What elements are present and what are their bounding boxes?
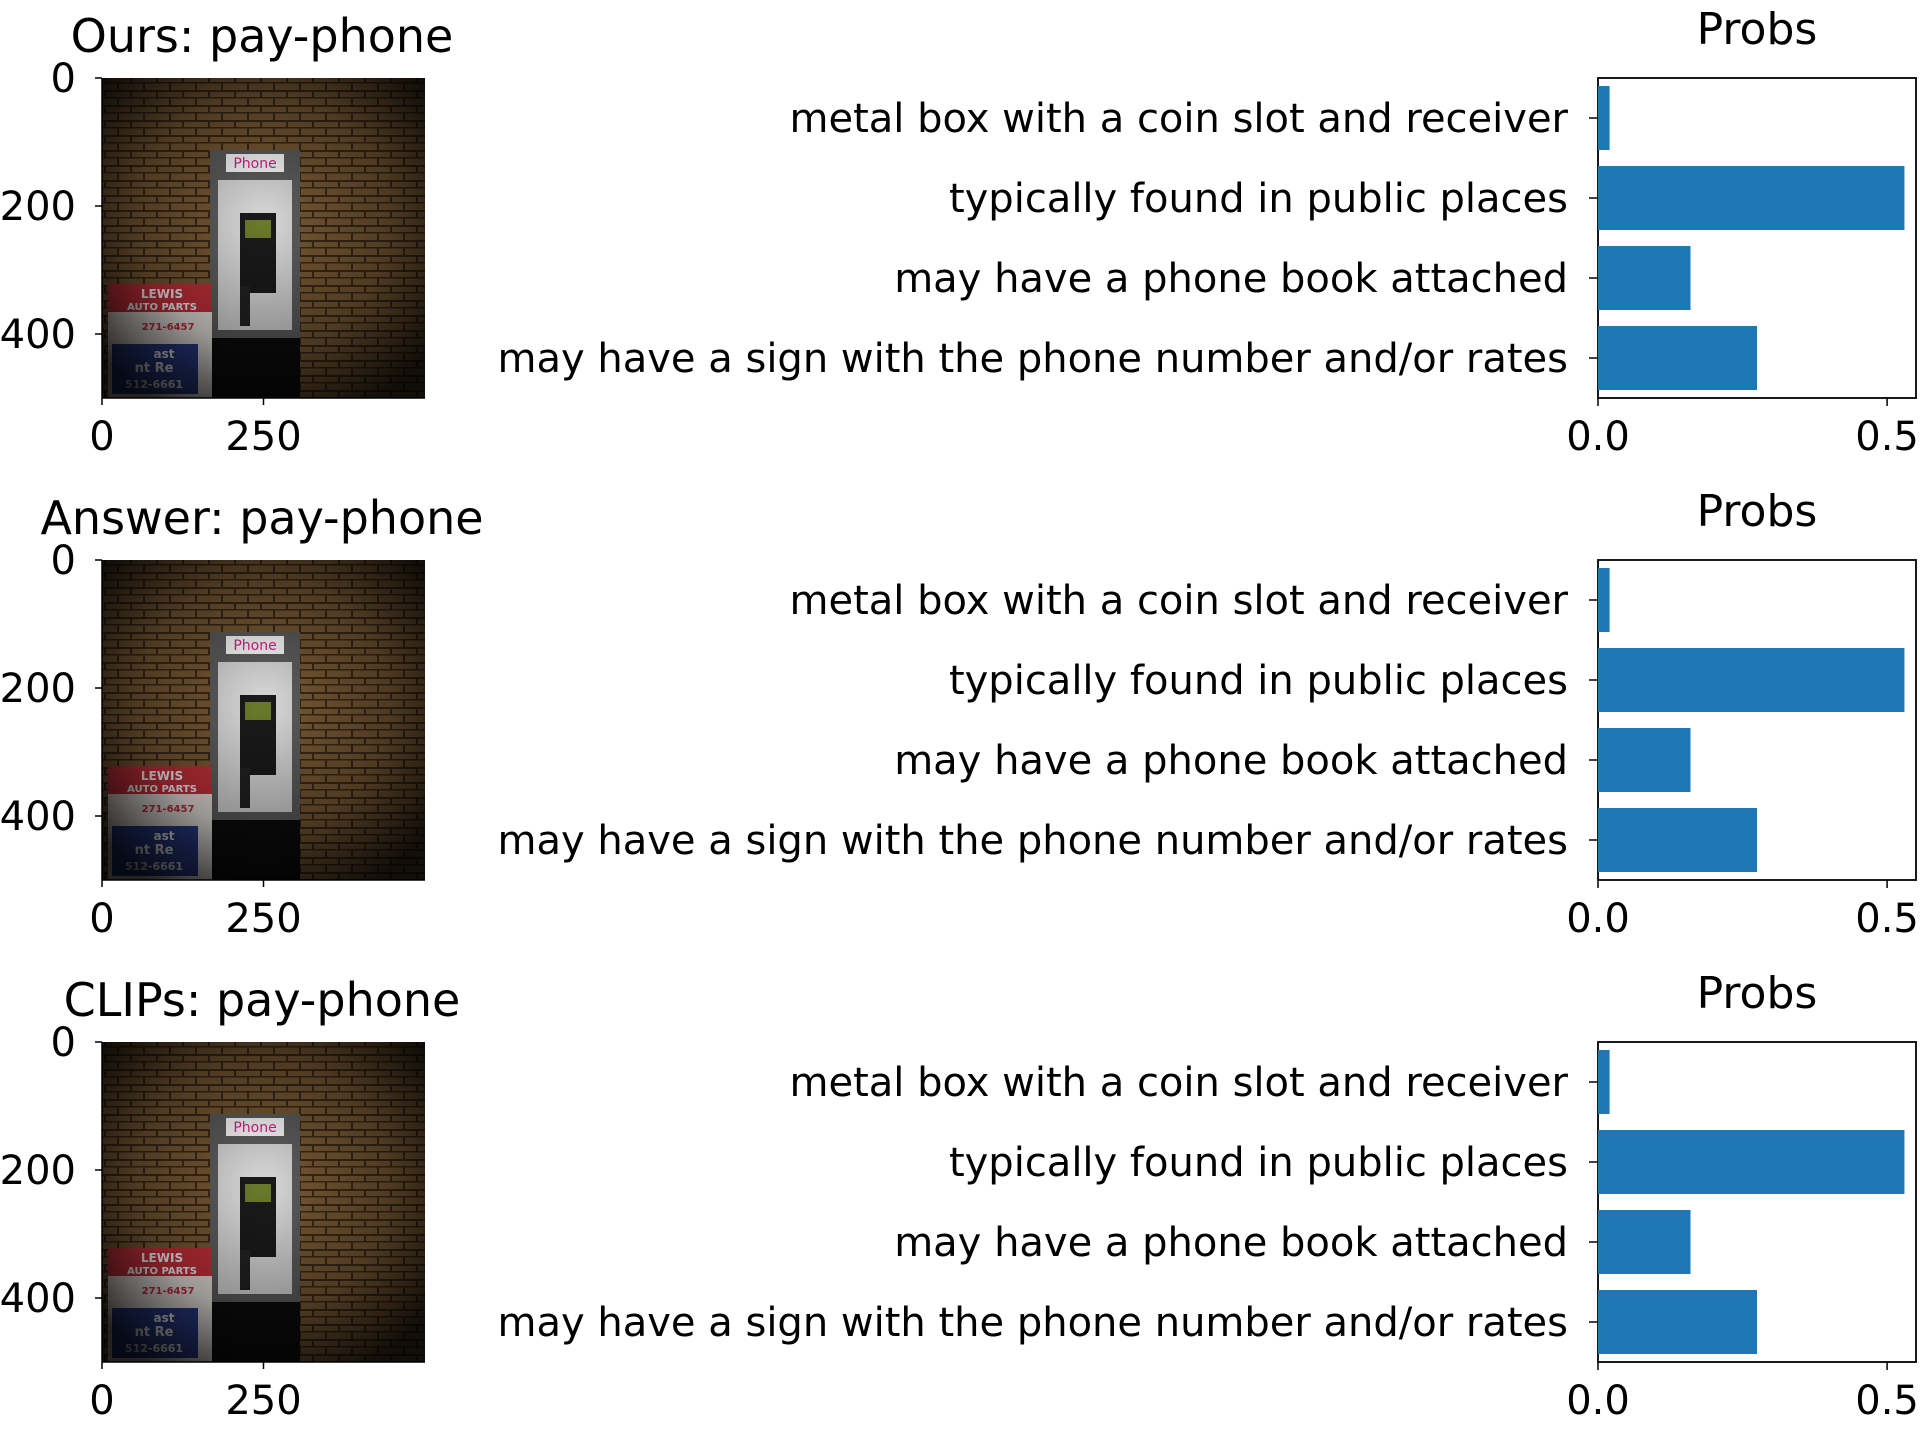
image-y-tick-label: 0 [51,56,76,102]
payphone-photo: PhoneLEWISAUTO PARTS271-6457astnt Re512-… [102,78,425,398]
photo-vignette [102,1042,425,1362]
bar [1598,568,1610,632]
bar-category-label: may have a phone book attached [894,738,1568,784]
image-y-tick-label: 400 [0,794,76,840]
bar-category-label: may have a sign with the phone number an… [498,336,1568,382]
bar [1598,86,1610,150]
payphone-photo: PhoneLEWISAUTO PARTS271-6457astnt Re512-… [102,1042,425,1362]
image-y-tick-label: 200 [0,184,76,230]
bar-category-label: typically found in public places [949,1140,1568,1186]
image-x-tick-label: 250 [225,1378,301,1424]
bar [1598,1050,1610,1114]
image-y-tick-label: 0 [51,1020,76,1066]
bar-category-label: metal box with a coin slot and receiver [790,578,1569,624]
bar [1598,1130,1905,1194]
bar-chart-title: Probs [1697,968,1818,1019]
panel: Answer: pay-phone PhoneLEWISAUTO PARTS271… [0,486,1919,942]
bar-x-tick-label: 0.0 [1566,414,1630,460]
bar-category-label: may have a sign with the phone number an… [498,818,1568,864]
panel: CLIPs: pay-phone PhoneLEWISAUTO PARTS271-… [0,968,1919,1424]
bar-category-label: may have a phone book attached [894,256,1568,302]
bar-axes-frame [1597,559,1917,881]
photo-vignette [102,78,425,398]
image-y-tick-label: 200 [0,1148,76,1194]
bar-chart-title: Probs [1697,4,1818,55]
bar [1598,166,1905,230]
panel-title: CLIPs: pay-phone [64,973,461,1027]
image-y-tick-label: 400 [0,312,76,358]
bar [1598,326,1757,390]
panel-title: Answer: pay-phone [40,491,483,545]
bar-category-label: may have a sign with the phone number an… [498,1300,1568,1346]
payphone-photo: PhoneLEWISAUTO PARTS271-6457astnt Re512-… [102,560,425,880]
bar-x-tick-label: 0.5 [1855,1378,1919,1424]
image-y-tick-label: 400 [0,1276,76,1322]
panel: Ours: pay-phone PhoneLEWISAUTO PARTS271-6… [0,4,1919,460]
bar-x-tick-label: 0.0 [1566,896,1630,942]
bar [1598,648,1905,712]
bar [1598,728,1691,792]
bar [1598,1290,1757,1354]
bar-x-tick-label: 0.0 [1566,1378,1630,1424]
bar-chart-title: Probs [1697,486,1818,537]
panel-title: Ours: pay-phone [71,9,454,63]
bar-x-tick-label: 0.5 [1855,414,1919,460]
image-y-tick-label: 0 [51,538,76,584]
bar [1598,808,1757,872]
bar-axes-frame [1597,77,1917,399]
bar [1598,1210,1691,1274]
bar-category-label: typically found in public places [949,176,1568,222]
image-x-tick-label: 0 [89,414,114,460]
image-x-tick-label: 0 [89,896,114,942]
image-x-tick-label: 0 [89,1378,114,1424]
bar-x-tick-label: 0.5 [1855,896,1919,942]
image-x-tick-label: 250 [225,896,301,942]
photo-vignette [102,560,425,880]
image-y-tick-label: 200 [0,666,76,712]
bar-category-label: metal box with a coin slot and receiver [790,96,1569,142]
image-x-tick-label: 250 [225,414,301,460]
bar-axes-frame [1597,1041,1917,1363]
bar-category-label: typically found in public places [949,658,1568,704]
bar-category-label: may have a phone book attached [894,1220,1568,1266]
bar-category-label: metal box with a coin slot and receiver [790,1060,1569,1106]
bar [1598,246,1691,310]
